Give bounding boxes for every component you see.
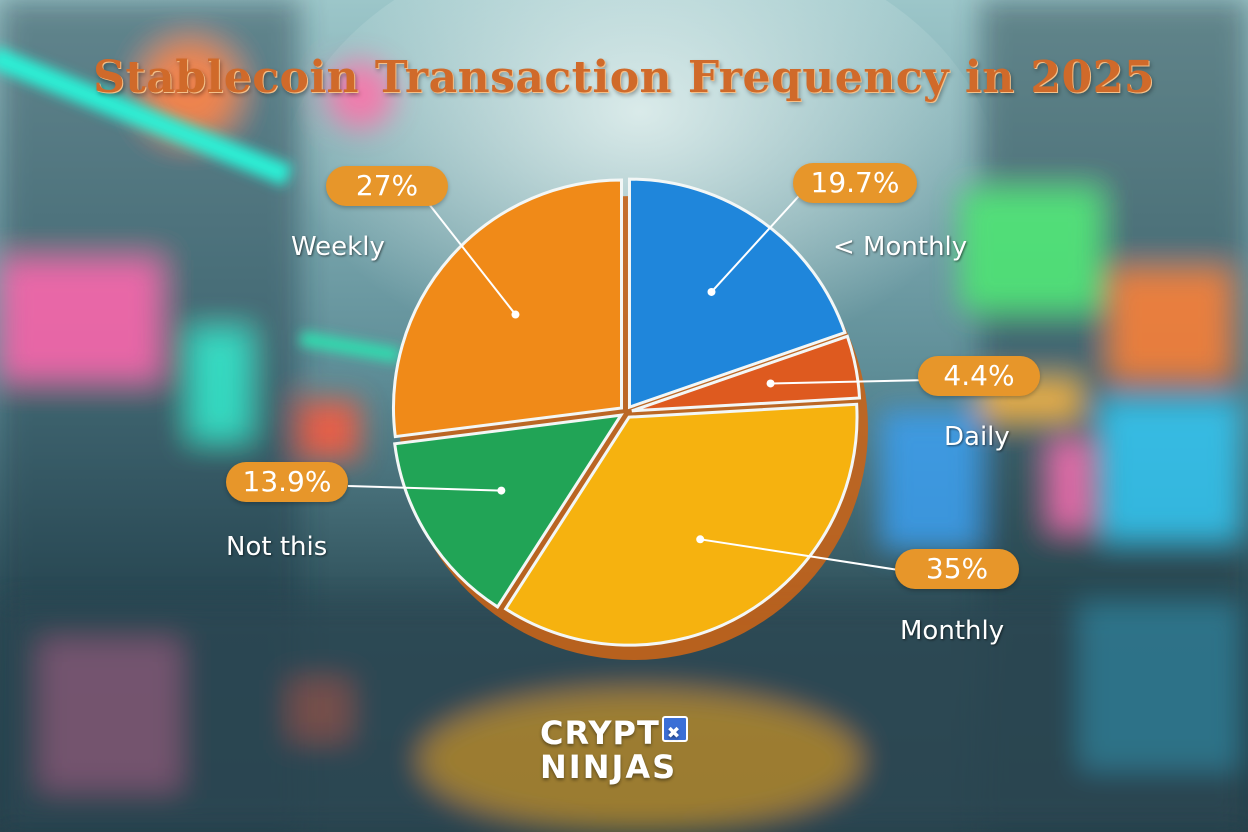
category-label-daily: Daily	[944, 422, 1010, 452]
leader-dot-monthly	[707, 287, 716, 296]
value-label-weekly: 27%	[326, 166, 448, 206]
leader-line-weekly	[417, 189, 517, 316]
leader-dot-monthly	[696, 535, 705, 544]
leader-lines	[347, 185, 931, 572]
logo-mark-icon	[661, 716, 688, 750]
leader-dot-not-this	[497, 486, 506, 495]
logo-text-line1: CRYPT	[540, 714, 660, 752]
value-label-less-monthly: 19.7%	[793, 163, 917, 203]
value-label-not-this: 13.9%	[226, 462, 348, 502]
pie-slice-monthly	[627, 177, 847, 410]
logo-text-line2: NINJAS	[540, 748, 678, 786]
pie-slice-daily	[631, 334, 862, 413]
value-label-daily: 4.4%	[918, 356, 1040, 396]
pie-slice-weekly	[392, 178, 623, 439]
leader-line-monthly	[710, 185, 809, 293]
category-label-less-monthly: < Monthly	[833, 232, 968, 262]
value-label-monthly: 35%	[895, 549, 1019, 589]
category-label-monthly: Monthly	[900, 616, 1005, 646]
chart-title: Stablecoin Transaction Frequency in 2025	[93, 52, 1155, 103]
leader-dot-weekly	[511, 310, 520, 319]
crypto-ninjas-logo: CRYPT NINJAS	[540, 716, 720, 786]
leader-line-daily	[770, 379, 931, 385]
pie-slice-not-this	[393, 413, 624, 610]
pie-slice-monthly	[503, 402, 859, 647]
leader-dots	[497, 287, 775, 544]
category-label-weekly: Weekly	[291, 232, 385, 262]
leader-line-monthly	[700, 538, 906, 572]
leader-line-not-this	[347, 485, 502, 492]
leader-dot-daily	[766, 379, 775, 388]
category-label-not-this: Not this	[226, 532, 328, 562]
